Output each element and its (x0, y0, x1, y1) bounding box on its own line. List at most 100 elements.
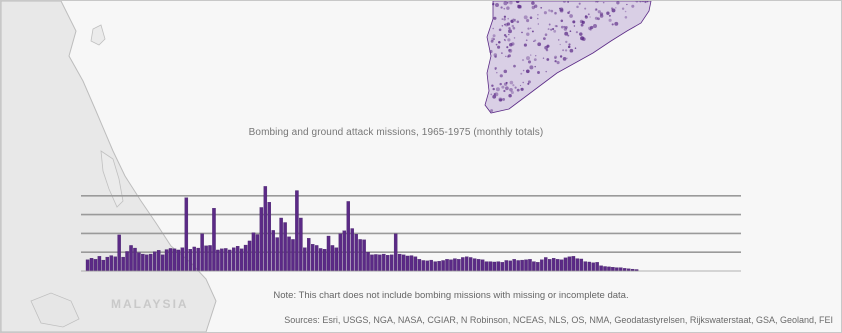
bar (378, 254, 382, 272)
mission-dot (602, 1, 605, 4)
bar (362, 239, 366, 272)
mission-dot (626, 3, 628, 6)
mission-dot (498, 41, 501, 44)
bar (204, 245, 208, 272)
mission-dot (514, 20, 516, 22)
mission-dot (529, 16, 533, 19)
mission-dot (519, 84, 522, 87)
bar (141, 253, 145, 272)
mission-dot (527, 82, 530, 85)
mission-dot (509, 42, 513, 47)
mission-dot (503, 82, 508, 86)
mission-dot (533, 58, 537, 62)
mission-dot (569, 10, 571, 12)
mission-dot (507, 17, 509, 20)
bar (149, 253, 153, 272)
bar (496, 261, 501, 272)
bar (295, 190, 299, 272)
mission-dot (568, 43, 571, 46)
mission-dot (494, 92, 499, 97)
mission-dot (505, 86, 509, 91)
mission-dot (502, 97, 506, 101)
bar (216, 249, 220, 272)
bar (200, 233, 204, 272)
bar (283, 222, 287, 272)
mission-dot (552, 27, 555, 31)
bar (579, 258, 584, 272)
mission-dot (548, 23, 551, 26)
mission-dot (520, 87, 524, 91)
mission-dot (567, 11, 570, 14)
mission-dot (499, 98, 503, 102)
mission-dot (595, 8, 598, 10)
mission-dot (545, 70, 547, 73)
map-attribution[interactable]: Sources: Esri, USGS, NGA, NASA, CGIAR, N… (284, 315, 833, 325)
mission-dot (593, 24, 597, 28)
bar (97, 256, 102, 272)
missions-bar-chart (81, 186, 741, 272)
mission-dot (635, 1, 639, 3)
bar (567, 256, 572, 272)
mission-dot (523, 43, 527, 47)
bar (156, 250, 161, 272)
bar (583, 261, 588, 272)
mission-dot (597, 17, 600, 21)
mission-dot (562, 49, 565, 52)
mission-dot (515, 1, 520, 4)
bar (409, 255, 414, 272)
mission-dot (500, 6, 503, 9)
bar (133, 247, 137, 272)
mission-dot (562, 57, 567, 61)
mission-dot (506, 22, 511, 26)
mission-dot (530, 27, 532, 29)
mission-dot (517, 4, 519, 6)
mission-dot (527, 80, 531, 84)
mission-dot (581, 21, 583, 23)
bar (551, 258, 556, 272)
mission-dot (569, 48, 574, 53)
bar (137, 252, 141, 272)
bar (461, 257, 465, 272)
bar (547, 259, 552, 272)
bar (192, 246, 196, 272)
bar (457, 259, 461, 272)
mission-dot (503, 38, 506, 41)
bar (358, 239, 362, 272)
mission-dot (494, 66, 497, 70)
mission-dot (606, 11, 610, 15)
mission-dot (514, 86, 517, 89)
mission-dot (646, 1, 649, 3)
bar (109, 255, 114, 272)
mission-dot (574, 47, 577, 49)
bar (405, 255, 410, 272)
mission-dot (572, 20, 576, 24)
mission-dot (490, 93, 493, 96)
bar (145, 254, 149, 272)
bar (346, 201, 351, 272)
mission-dot (498, 97, 503, 102)
bar (468, 257, 473, 272)
island-landmass (100, 150, 124, 208)
mission-dot (608, 14, 611, 17)
bar (619, 267, 623, 272)
mission-dot (508, 33, 510, 36)
bar (184, 197, 189, 272)
mission-density-region[interactable] (484, 1, 652, 114)
bar (465, 256, 469, 272)
mission-dot (493, 16, 497, 20)
mission-dot (537, 71, 540, 74)
mission-dot (550, 9, 554, 13)
bar (271, 230, 275, 272)
mission-dot (506, 6, 510, 10)
mission-dot (510, 90, 514, 95)
mission-dot (509, 1, 513, 5)
mission-dot (526, 32, 530, 36)
mission-dot (493, 93, 496, 96)
mission-dot (507, 38, 511, 42)
mission-dot (597, 10, 601, 14)
mission-dots (489, 1, 649, 113)
bar (172, 248, 177, 272)
bar (555, 259, 560, 272)
